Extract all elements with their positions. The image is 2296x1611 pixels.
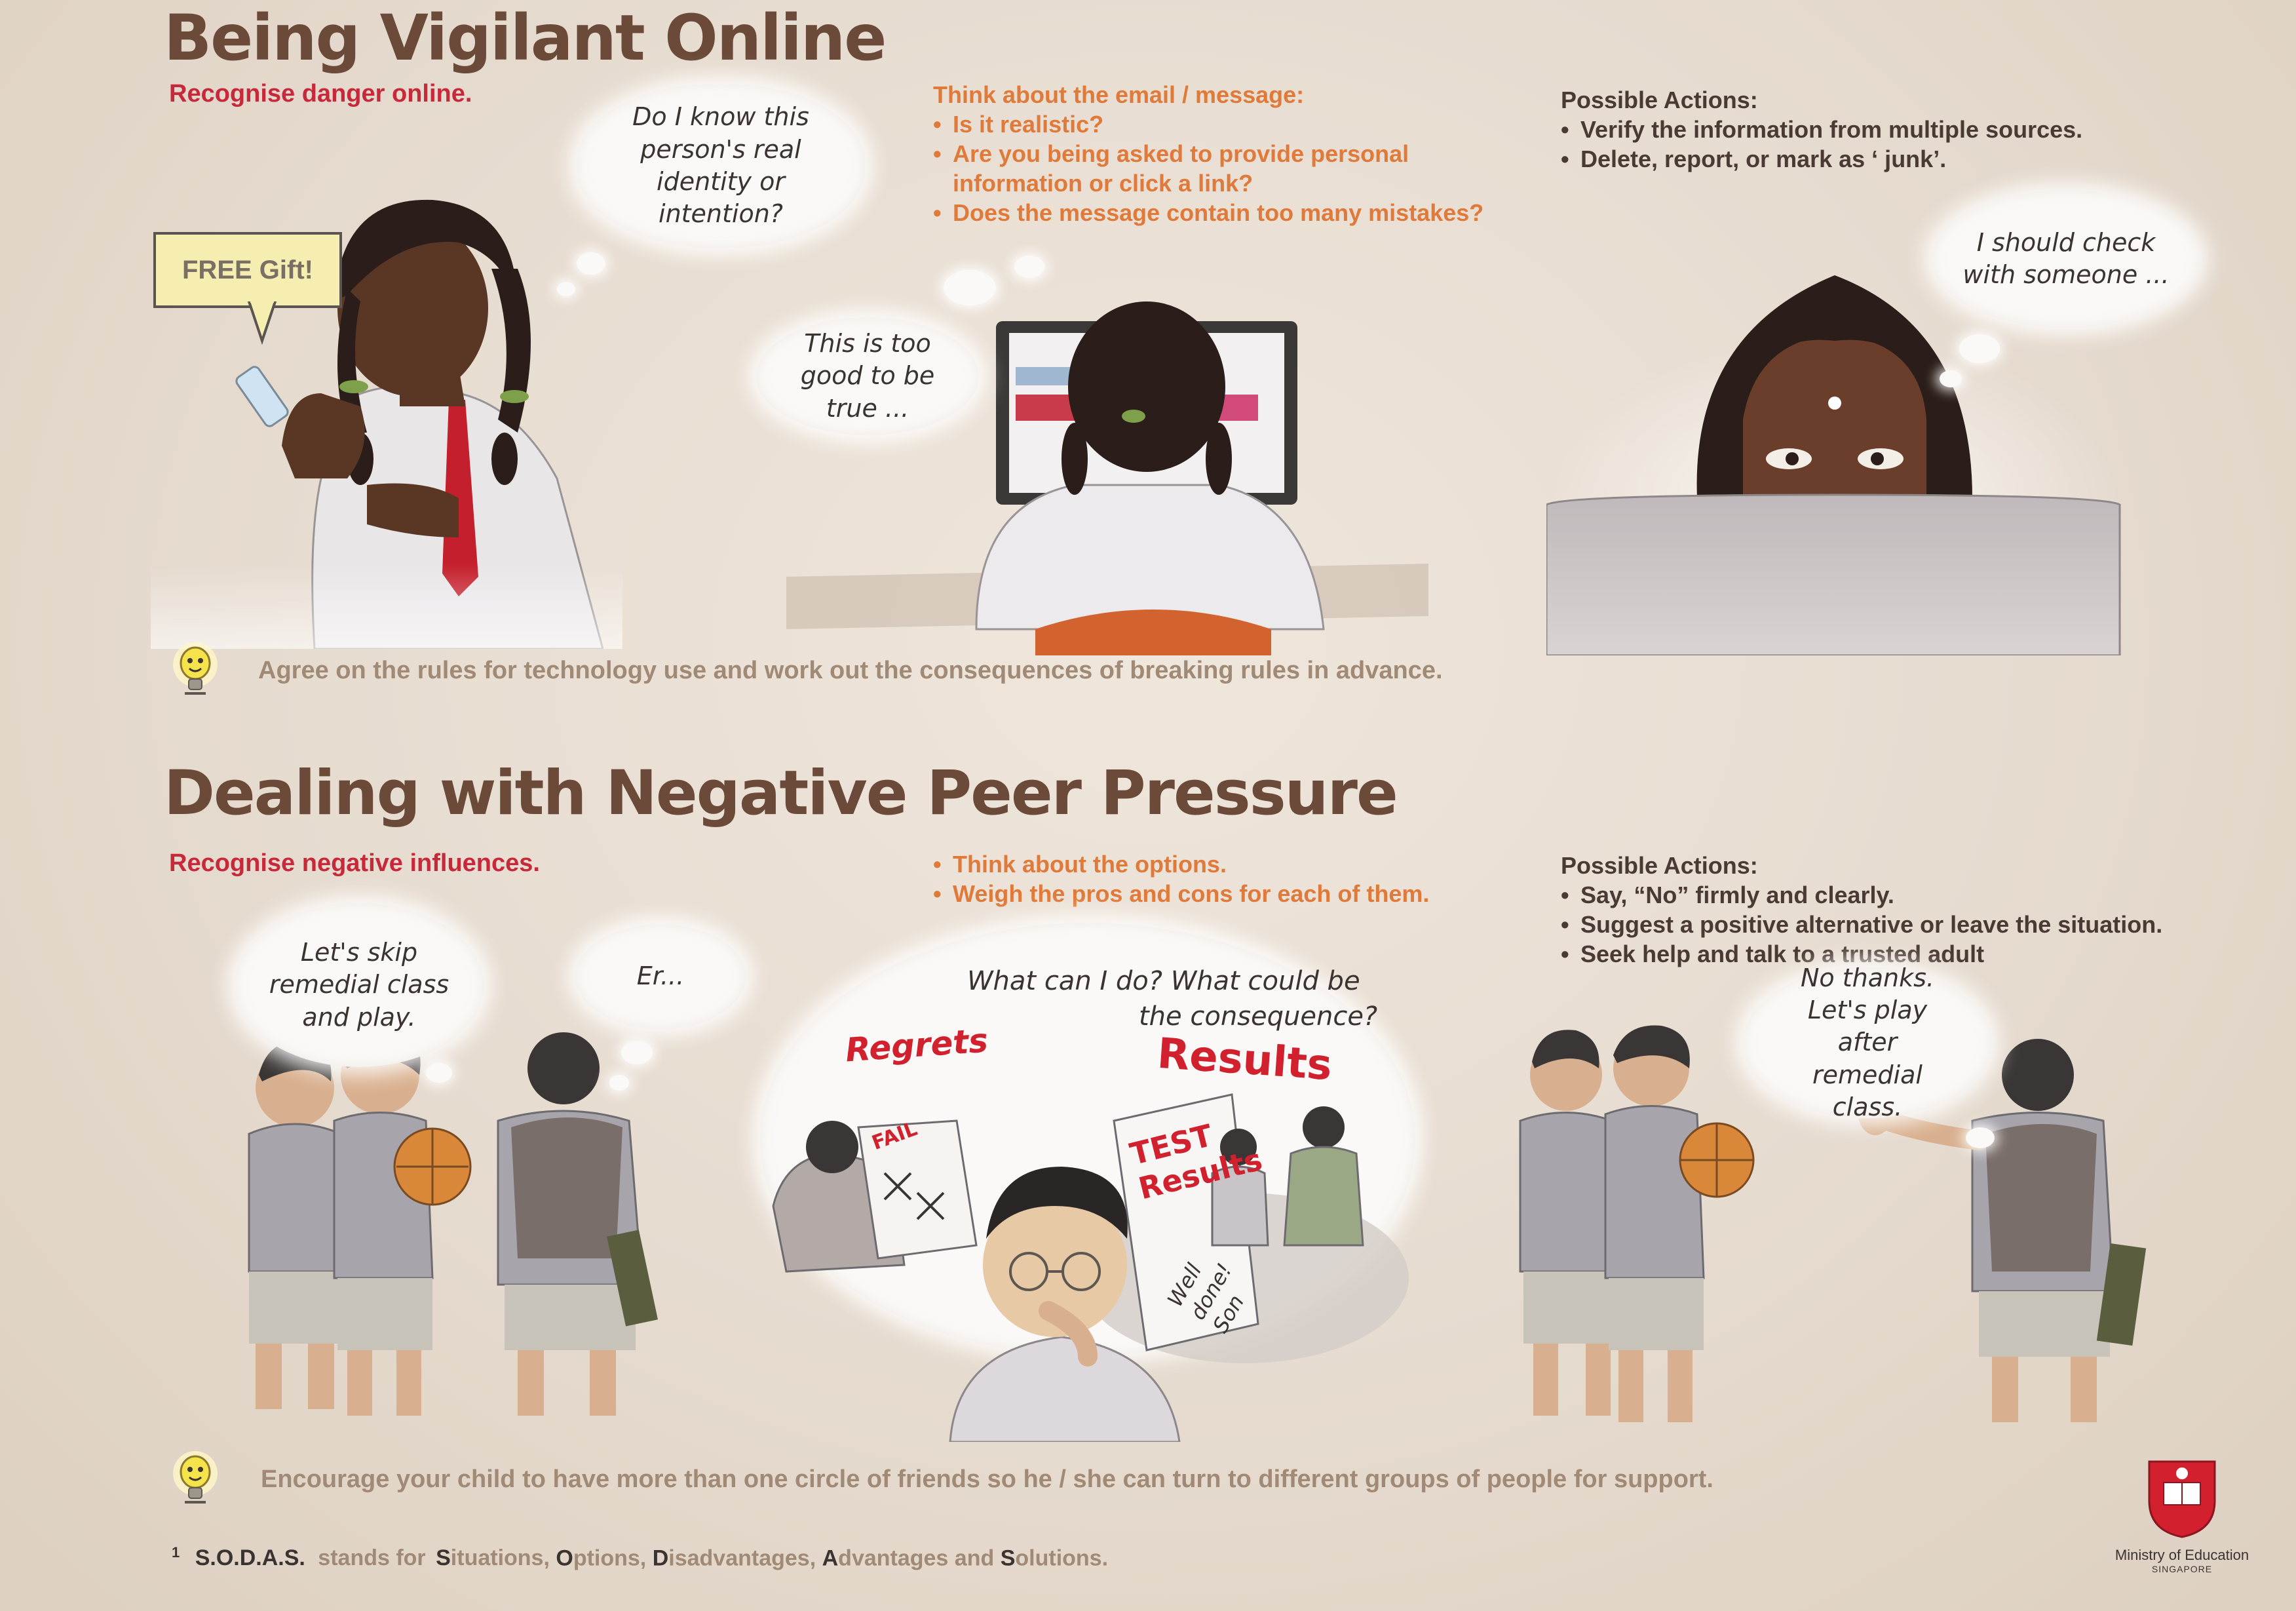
free-gift-label: FREE Gift! <box>182 255 313 284</box>
thought-puff <box>426 1063 452 1083</box>
footnote-word: Disadvantages, <box>652 1545 816 1571</box>
footnote-word: Solutions. <box>1000 1545 1109 1571</box>
think-item: Weigh the pros and cons for each of them… <box>933 879 1523 908</box>
thought-text: This is too good to be true ... <box>800 328 935 423</box>
footnote-word: Options, <box>556 1545 647 1571</box>
thought-puff <box>621 1041 653 1064</box>
thought-puff <box>1966 1127 1995 1148</box>
subtitle-top: Recognise danger online. <box>169 80 472 107</box>
think-item: Does the message contain too many mistak… <box>933 198 1523 227</box>
thought-bubble-er: Er... <box>575 924 746 1029</box>
action-item: Say, “No” firmly and clearly. <box>1561 880 2249 910</box>
actions-heading-top: Possible Actions: <box>1561 87 1758 113</box>
scene-girl-peeking <box>1546 262 2123 655</box>
think-item: Think about the options. <box>933 849 1523 879</box>
free-gift-sign-tail <box>247 301 277 345</box>
footnote-word: Situations, <box>436 1545 550 1571</box>
thought-puff <box>1940 370 1962 387</box>
thought-question: What can I do? What could be the consequ… <box>967 963 1426 1034</box>
scene-girl-computer <box>786 223 1428 655</box>
page-title-bottom: Dealing with Negative Peer Pressure <box>164 758 1398 829</box>
actions-block-top: Possible Actions: Verify the information… <box>1561 85 2216 174</box>
action-item: Verify the information from multiple sou… <box>1561 115 2216 144</box>
scene-boy-refusing <box>1494 1022 2175 1429</box>
think-item: Are you being asked to provide personal … <box>933 139 1523 198</box>
think-item: Is it realistic? <box>933 109 1523 139</box>
thought-question-line2: the consequence? <box>1139 1001 1378 1032</box>
thought-puff <box>1959 334 2000 363</box>
moe-logo-country: SINGAPORE <box>2151 1564 2213 1574</box>
lightbulb-icon <box>172 1450 219 1510</box>
footnote-text: stands for <box>318 1545 426 1571</box>
action-item: Suggest a positive alternative or leave … <box>1561 910 2249 939</box>
tip-top: Agree on the rules for technology use an… <box>258 657 1443 684</box>
tip-bottom: Encourage your child to have more than o… <box>261 1465 1713 1493</box>
actions-block-bottom: Possible Actions: Say, “No” firmly and c… <box>1561 851 2249 969</box>
moe-logo: Ministry of Education SINGAPORE <box>2097 1455 2267 1574</box>
scene-girl-phone <box>151 170 622 649</box>
footnote-marker: 1 <box>172 1544 180 1561</box>
think-heading-top: Think about the email / message: <box>933 81 1305 108</box>
thought-bubble-no-thanks: No thanks. Let's play after remedial cla… <box>1743 963 1992 1121</box>
thought-text: Do I know this person's real identity or… <box>632 102 809 229</box>
thought-text: No thanks. Let's play after remedial cla… <box>1801 963 1934 1122</box>
thought-puff <box>944 270 996 305</box>
thought-text: I should check with someone ... <box>1962 227 2170 289</box>
scene-boys-skip-class <box>223 1022 695 1429</box>
think-block-bottom: Think about the options. Weigh the pros … <box>933 849 1523 908</box>
thought-puff <box>557 282 575 296</box>
thought-bubble-check: I should check with someone ... <box>1932 190 2200 328</box>
action-item: Delete, report, or mark as ‘ junk’. <box>1561 144 2216 174</box>
lightbulb-icon <box>172 641 219 701</box>
page-title-top: Being Vigilant Online <box>164 1 887 75</box>
thought-text: Er... <box>636 961 685 991</box>
thought-text: Let's skip remedial class and play. <box>269 937 450 1032</box>
think-block-top: Think about the email / message: Is it r… <box>933 80 1523 227</box>
moe-crest-icon <box>2148 1460 2216 1538</box>
thought-bubble-identity: Do I know this person's real identity or… <box>577 84 865 248</box>
actions-heading-bottom: Possible Actions: <box>1561 852 1758 879</box>
footnote-acronym: S.O.D.A.S. <box>195 1545 305 1571</box>
thought-puff <box>609 1075 629 1091</box>
thought-question-line1: What can I do? What could be <box>967 966 1360 996</box>
thought-puff <box>577 252 605 275</box>
thought-bubble-too-good: This is too good to be true ... <box>756 317 979 435</box>
scene-consequences <box>760 1075 1415 1442</box>
footnote: 1 S.O.D.A.S. stands for Situations, Opti… <box>172 1544 1108 1571</box>
action-item: Seek help and talk to a trusted adult <box>1561 939 2249 969</box>
free-gift-sign: FREE Gift! <box>153 232 342 308</box>
footnote-word: Advantages and <box>822 1545 995 1571</box>
thought-bubble-skip: Let's skip remedial class and play. <box>235 903 484 1067</box>
thought-puff <box>1014 256 1044 278</box>
subtitle-bottom: Recognise negative influences. <box>169 849 540 877</box>
moe-logo-name: Ministry of Education <box>2114 1547 2249 1563</box>
